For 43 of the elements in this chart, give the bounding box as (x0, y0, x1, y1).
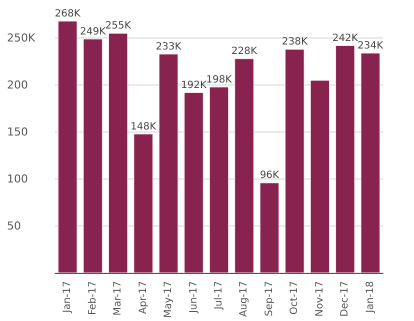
x-tick-label: Jul-17 (214, 281, 224, 310)
y-tick-label: 250K (7, 31, 36, 44)
data-label: 268K (54, 8, 81, 20)
y-tick-label: 150 (7, 125, 28, 138)
bar (336, 45, 355, 273)
bar (158, 54, 178, 273)
data-label: 242K (332, 32, 358, 44)
bar (260, 182, 280, 273)
data-label: 233K (156, 41, 182, 52)
data-label: 96K (260, 170, 280, 182)
bar (234, 58, 254, 273)
data-label: 234K (358, 40, 384, 52)
data-label: 148K (130, 121, 157, 132)
x-tick-label: Jan-17 (62, 281, 74, 314)
y-tick-label: 50 (7, 219, 21, 232)
data-label: 192K (180, 80, 208, 91)
x-tick-label: Dec-17 (340, 281, 351, 317)
bar (310, 80, 330, 273)
x-tick-label: Mar-17 (112, 281, 124, 316)
bar (108, 33, 128, 273)
x-tick-label: Jan-18 (364, 281, 376, 314)
data-label: 249K (80, 26, 106, 38)
bar (134, 134, 153, 273)
y-tick-label: 200 (7, 78, 28, 92)
x-tick-label: May-17 (163, 281, 174, 318)
x-tick-label: Feb-17 (87, 281, 98, 316)
data-label: 228K (231, 46, 258, 58)
data-label: 255K (105, 20, 132, 32)
data-label: 238K (282, 36, 308, 48)
x-tick-label: Apr-17 (138, 281, 149, 314)
x-tick-label: Nov-17 (314, 281, 326, 317)
x-tick-label: Jun-17 (188, 281, 200, 314)
data-label: 198K (206, 74, 232, 86)
bar (58, 21, 78, 273)
bar (360, 52, 380, 273)
x-tick-label: Sep-17 (264, 281, 275, 316)
bar (209, 86, 229, 273)
bar (184, 92, 204, 273)
bar (83, 38, 102, 273)
x-tick-label: Aug-17 (238, 281, 250, 317)
bar (285, 49, 304, 273)
x-tick-label: Oct-17 (289, 281, 300, 315)
y-tick-label: 100 (7, 172, 28, 186)
